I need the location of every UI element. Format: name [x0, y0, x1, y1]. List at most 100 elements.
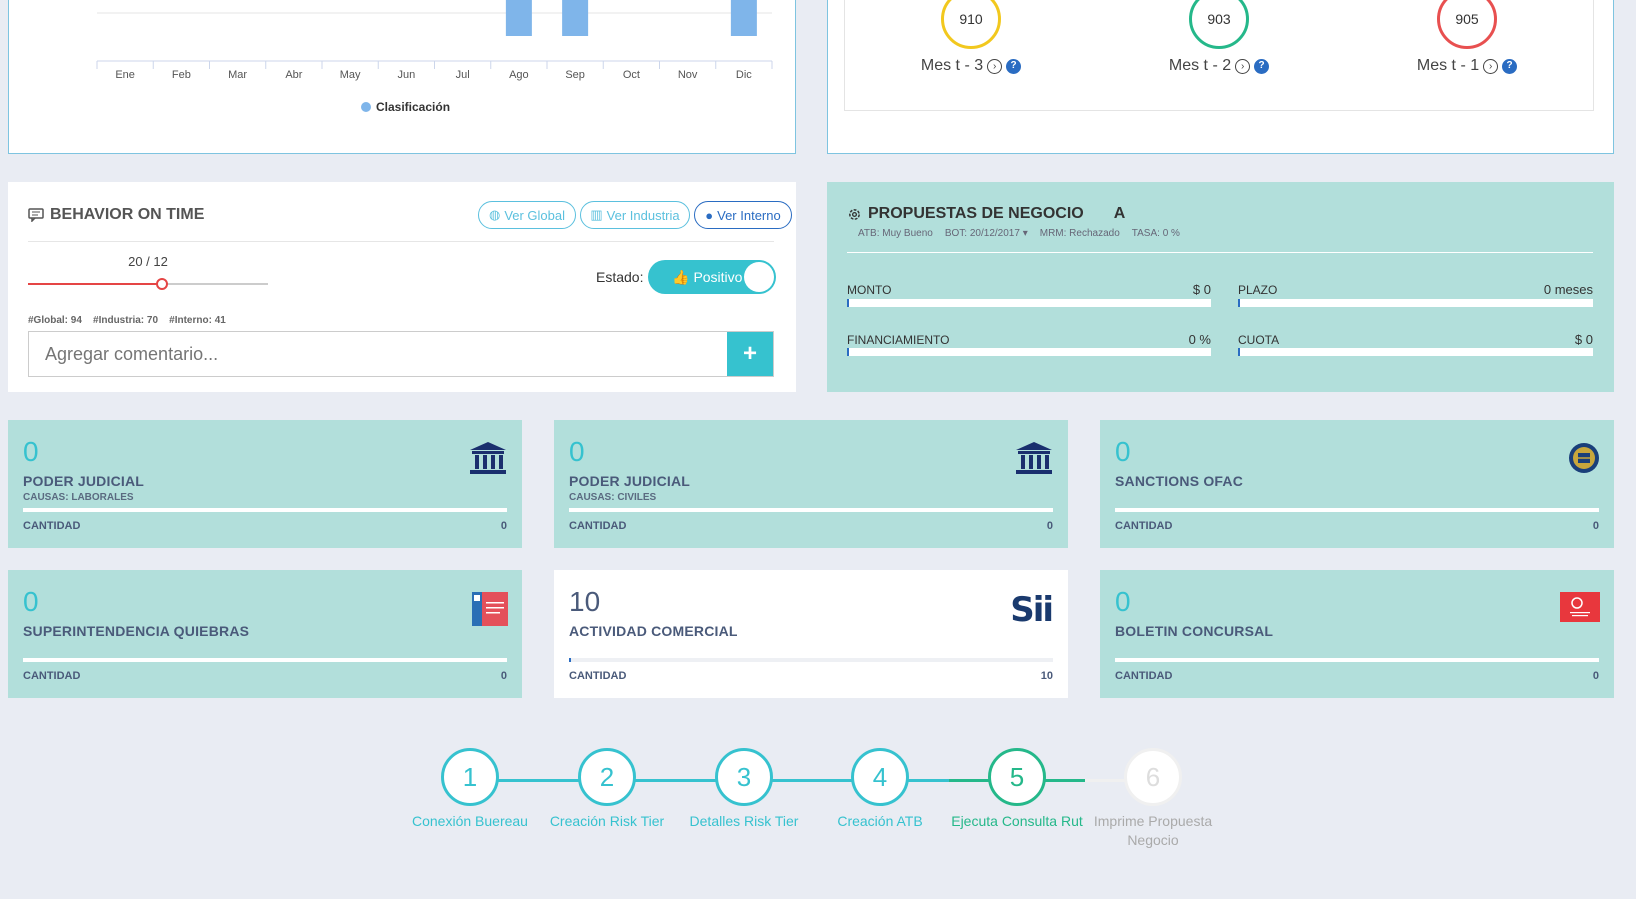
- card-title: PODER JUDICIAL: [569, 473, 691, 489]
- card-poder-judicial-civiles[interactable]: 0 PODER JUDICIAL CAUSAS: CIVILES CANTIDA…: [554, 420, 1068, 548]
- gauge-circle: 903: [1189, 0, 1249, 49]
- toggle-knob: [744, 262, 774, 292]
- card-boletin-concursal[interactable]: 0 BOLETIN CONCURSAL CANTIDAD 0: [1100, 570, 1614, 698]
- step-5[interactable]: 5 Ejecuta Consulta Rut: [937, 748, 1097, 831]
- card-foot-label: CANTIDAD: [1115, 670, 1173, 682]
- financiamiento-label: FINANCIAMIENTO: [847, 333, 950, 347]
- bar-ago: [505, 0, 532, 36]
- card-progress: [23, 658, 507, 662]
- gauge-label: Mes t - 1: [1416, 57, 1480, 74]
- step-label: Detalles Risk Tier: [689, 813, 799, 829]
- cuota-label: CUOTA: [1238, 333, 1280, 347]
- plazo-label: PLAZO: [1238, 283, 1278, 297]
- card-progress: [1115, 658, 1599, 662]
- card-title: SUPERINTENDENCIA QUIEBRAS: [23, 623, 250, 639]
- courthouse-icon: [468, 440, 508, 481]
- card-title: ACTIVIDAD COMERCIAL: [569, 623, 738, 639]
- gauge-circle: 905: [1437, 0, 1497, 49]
- card-poder-judicial-laborales[interactable]: 0 PODER JUDICIAL CAUSAS: LABORALES CANTI…: [8, 420, 522, 548]
- building-icon: ▥: [590, 207, 603, 222]
- bar-chart: Ene Feb Mar Abr May Jun Jul Ago Sep Oct Nov Dic Clas…: [96, 0, 773, 114]
- card-actividad-comercial[interactable]: 10 ACTIVIDAD COMERCIAL CANTIDAD 10 Sii: [554, 570, 1068, 698]
- panel-title: BEHAVIOR ON TIME: [50, 206, 205, 223]
- step-4[interactable]: 4 Creación ATB: [800, 748, 960, 831]
- card-foot-value: 0: [500, 670, 507, 682]
- card-subtitle: CAUSAS: LABORALES: [23, 492, 134, 503]
- card-count: 0: [1115, 586, 1131, 617]
- card-foot-value: 0: [500, 520, 507, 532]
- add-comment-button[interactable]: +: [727, 332, 773, 376]
- x-tick-label: Jun: [398, 69, 416, 81]
- plazo-value: 0 meses: [1543, 282, 1593, 297]
- x-tick-label: Ago: [509, 69, 529, 81]
- divider: [847, 252, 1593, 253]
- card-foot-label: CANTIDAD: [569, 670, 627, 682]
- step-number: 1: [441, 748, 499, 806]
- card-sanctions-ofac[interactable]: 0 SANCTIONS OFAC CANTIDAD 0: [1100, 420, 1614, 548]
- step-label: Imprime Propuesta Negocio: [1093, 813, 1213, 848]
- gauge-mes-t-2: 903 Mes t - 2 › ?: [1139, 0, 1299, 75]
- card-count: 10: [569, 586, 601, 617]
- arrow-circle-icon[interactable]: ›: [1483, 58, 1499, 74]
- arrow-circle-icon[interactable]: ›: [987, 58, 1003, 74]
- arrow-circle-icon[interactable]: ›: [1235, 58, 1251, 74]
- card-foot-label: CANTIDAD: [23, 670, 81, 682]
- step-2[interactable]: 2 Creación Risk Tier: [527, 748, 687, 831]
- step-number: 3: [715, 748, 773, 806]
- step-3[interactable]: 3 Detalles Risk Tier: [664, 748, 824, 831]
- card-subtitle: CAUSAS: CIVILES: [569, 492, 657, 503]
- x-tick-label: Jul: [456, 69, 470, 81]
- thumbs-up-icon: 👍: [672, 268, 690, 285]
- comment-box: +: [28, 331, 774, 377]
- card-foot-label: CANTIDAD: [1115, 520, 1173, 532]
- card-progress: [569, 508, 1053, 512]
- x-tick-label: Sep: [565, 69, 585, 81]
- propuestas-panel: PROPUESTAS DE NEGOCIO A ATB: Muy Bueno B…: [827, 182, 1614, 392]
- step-label: Ejecuta Consulta Rut: [951, 813, 1083, 829]
- x-tick-label: Nov: [678, 69, 698, 81]
- treasury-seal-icon: [1568, 442, 1600, 479]
- comment-input[interactable]: [29, 332, 729, 376]
- card-title: SANCTIONS OFAC: [1115, 473, 1244, 489]
- financiamiento-value: 0 %: [1188, 332, 1211, 347]
- rating-chart-panel: Ene Feb Mar Abr May Jun Jul Ago Sep Oct Nov Dic Clas…: [8, 0, 796, 154]
- help-icon[interactable]: ?: [1254, 58, 1270, 74]
- bar-sep: [562, 0, 589, 36]
- ver-interno-button[interactable]: ● Ver Interno: [694, 201, 792, 229]
- thumbs-down-icon: ▾: [1022, 228, 1028, 239]
- slider-value: 20 / 12: [128, 254, 168, 269]
- x-tick-label: Oct: [623, 69, 640, 81]
- globe-icon: ◍: [488, 207, 501, 222]
- card-title: BOLETIN CONCURSAL: [1115, 623, 1274, 639]
- card-progress: [23, 508, 507, 512]
- rating-gauges: 910 Mes t - 3 › ? 903 Mes t - 2 › ? 905 …: [844, 0, 1594, 111]
- monto-bar: [847, 299, 1211, 307]
- ver-global-button[interactable]: ◍ Ver Global: [478, 201, 576, 229]
- divider: [28, 241, 774, 242]
- gauge-label: Mes t - 2: [1168, 57, 1232, 74]
- gauge-mes-t-1: 905 Mes t - 1 › ?: [1387, 0, 1547, 75]
- estado-toggle[interactable]: 👍 Positivo: [648, 260, 776, 294]
- help-icon[interactable]: ?: [1006, 58, 1022, 74]
- gauge-label: Mes t - 3: [920, 57, 984, 74]
- step-6[interactable]: 6 Imprime Propuesta Negocio: [1073, 748, 1233, 850]
- step-number: 5: [988, 748, 1046, 806]
- user-icon: ●: [705, 207, 714, 223]
- slider-fill: [28, 283, 163, 285]
- behavior-panel: BEHAVIOR ON TIME ◍ Ver Global ▥ Ver Indust…: [8, 182, 796, 392]
- superintendencia-logo-icon: [472, 592, 508, 631]
- step-1[interactable]: 1 Conexión Buereau: [390, 748, 550, 831]
- period-slider[interactable]: [28, 278, 268, 290]
- help-icon[interactable]: ?: [1502, 58, 1518, 74]
- card-count: 0: [569, 436, 585, 467]
- x-tick-label: Dic: [736, 69, 752, 81]
- estado-label: Estado:: [596, 269, 644, 285]
- card-title: PODER JUDICIAL: [23, 473, 145, 489]
- slider-handle[interactable]: [156, 278, 169, 290]
- card-count: 0: [1115, 436, 1131, 467]
- ver-industria-button[interactable]: ▥ Ver Industria: [580, 201, 690, 229]
- rating-history-panel: 910 Mes t - 3 › ? 903 Mes t - 2 › ? 905 …: [827, 0, 1614, 154]
- card-superintendencia-quiebras[interactable]: 0 SUPERINTENDENCIA QUIEBRAS CANTIDAD 0: [8, 570, 522, 698]
- boletin-logo-icon: [1560, 592, 1600, 627]
- bar-dic: [730, 0, 757, 36]
